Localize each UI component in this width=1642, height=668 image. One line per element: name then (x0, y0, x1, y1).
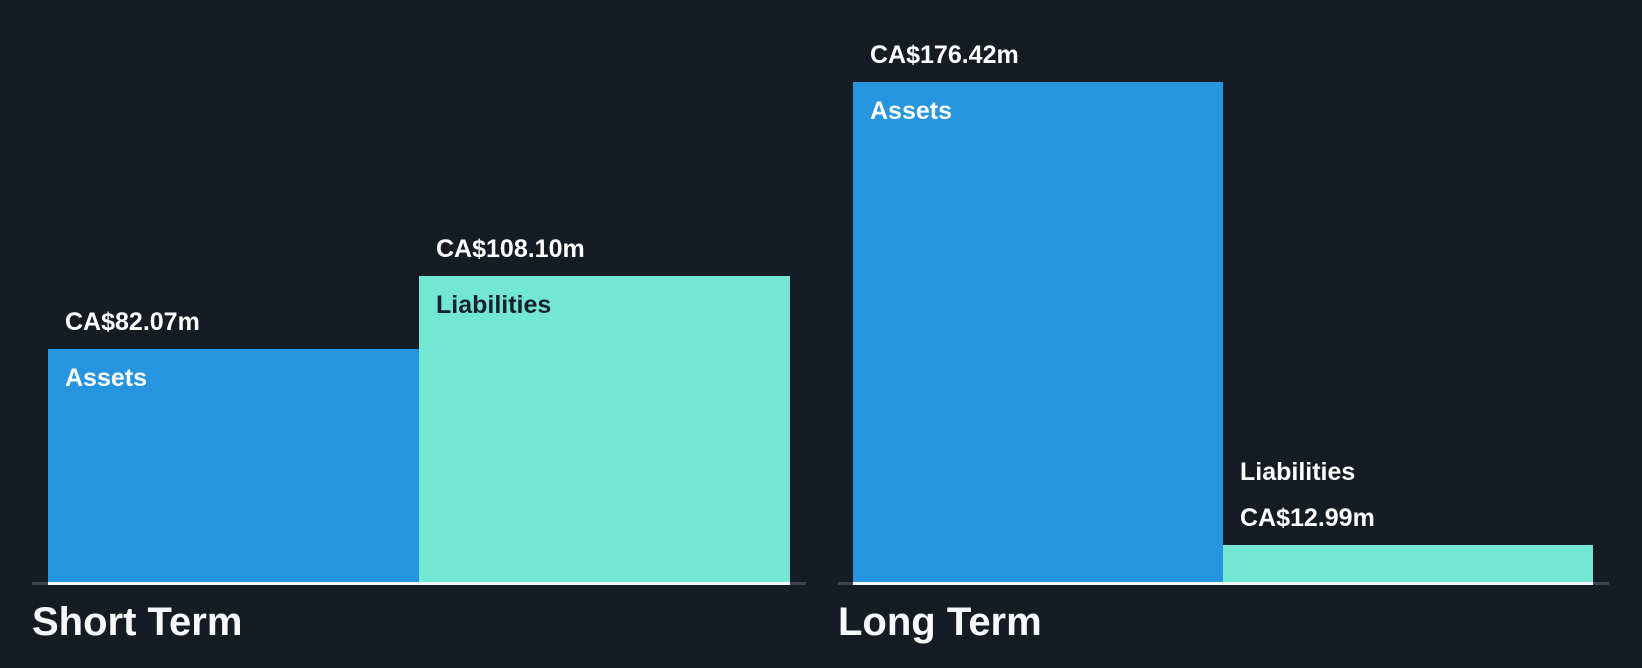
short-term-liabilities-value-label: CA$108.10m (436, 234, 585, 263)
short-term-assets-value-label: CA$82.07m (65, 308, 200, 337)
short-term-assets-bar[interactable]: Assets (48, 349, 419, 582)
long-term-assets-column: CA$176.42m Assets (853, 40, 1223, 582)
short-term-liabilities-bar-label: Liabilities (436, 290, 552, 319)
long-term-liabilities-bar-label: Liabilities (1240, 458, 1356, 487)
long-term-assets-bar-label: Assets (870, 97, 952, 125)
short-term-bar-baseline (48, 582, 790, 585)
long-term-assets-bar[interactable]: Assets (853, 82, 1223, 582)
long-term-liabilities-value-label: CA$12.99m (1240, 504, 1375, 533)
short-term-liabilities-column: CA$108.10m Liabilities (419, 234, 790, 582)
long-term-assets-value-label: CA$176.42m (870, 41, 1019, 69)
short-term-assets-column: CA$82.07m Assets (48, 307, 419, 582)
long-term-liabilities-bar[interactable] (1223, 545, 1593, 582)
short-term-chart-section: CA$82.07m Assets CA$108.10m Liabilities (32, 0, 806, 585)
short-term-assets-bar-label: Assets (65, 364, 147, 393)
long-term-chart-section: CA$176.42m Assets Liabilities CA$12.99m (838, 0, 1609, 585)
long-term-title: Long Term (838, 600, 1042, 644)
long-term-bar-baseline (853, 582, 1593, 585)
short-term-liabilities-bar[interactable]: Liabilities (419, 275, 790, 582)
long-term-liabilities-column: Liabilities CA$12.99m (1223, 457, 1593, 582)
short-term-title: Short Term (32, 600, 243, 644)
